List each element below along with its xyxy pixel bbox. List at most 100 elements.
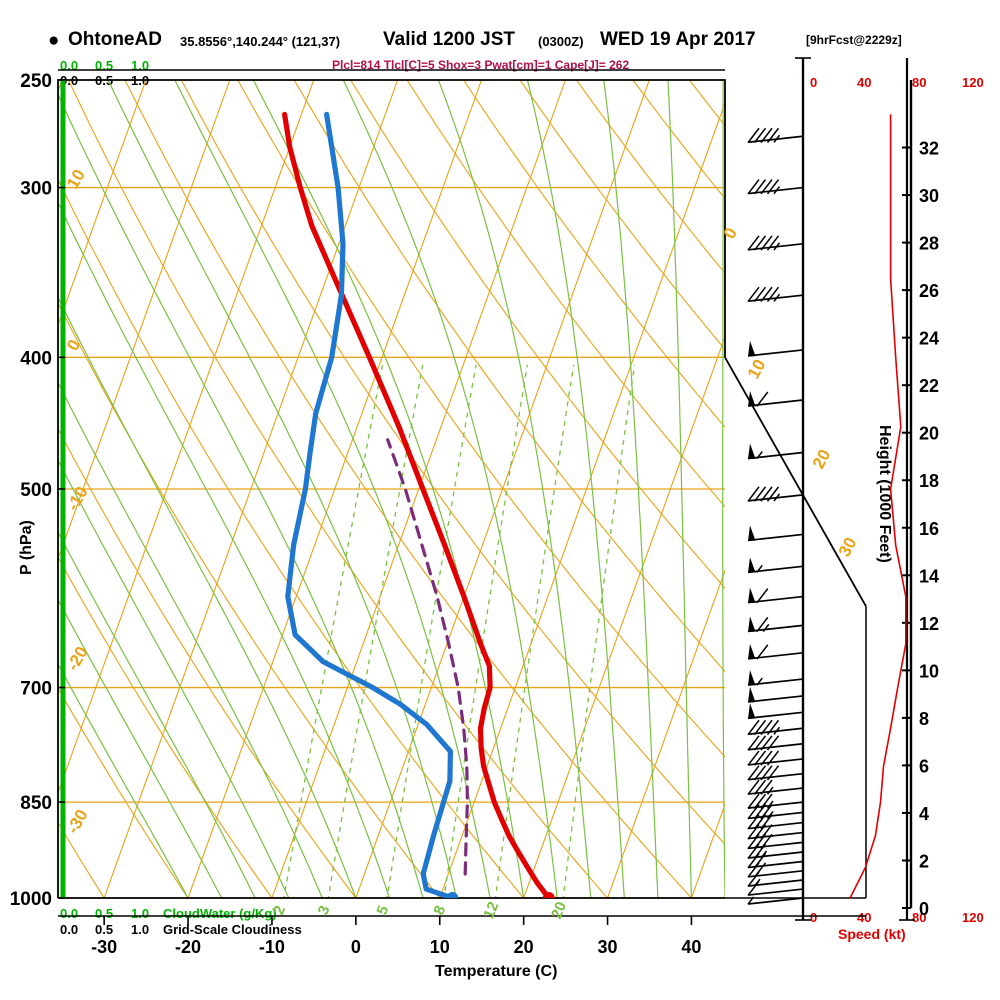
dry-adiabat-lines bbox=[58, 80, 725, 898]
valid-date: WED 19 Apr 2017 bbox=[600, 29, 756, 50]
mixing-ratio-lines bbox=[283, 364, 636, 898]
height-tick-label: 2 bbox=[919, 851, 929, 871]
valid-time-z: (0300Z) bbox=[538, 34, 584, 49]
height-tick-label: 4 bbox=[919, 804, 929, 824]
height-tick-label: 28 bbox=[919, 234, 939, 254]
cloudwater-axis-label: CloudWater (g/Kg) bbox=[163, 906, 277, 921]
wind-barb bbox=[747, 765, 804, 781]
wind-barb bbox=[747, 179, 804, 195]
wind-barb bbox=[747, 587, 804, 604]
height-tick-label: 16 bbox=[919, 519, 939, 539]
isotherm-label-right: 20 bbox=[809, 446, 835, 472]
wind-barb bbox=[747, 793, 804, 809]
temperature-axis-label: Temperature (C) bbox=[435, 963, 558, 980]
isotherm-lines bbox=[58, 80, 725, 898]
wind-barb bbox=[747, 286, 804, 303]
wind-barb bbox=[747, 670, 804, 686]
surface-dewpoint-dot bbox=[446, 892, 459, 898]
temperature-tick-label: 10 bbox=[430, 937, 450, 957]
temperature-tick-label: 30 bbox=[598, 937, 618, 957]
speed-top-tick-2: 80 bbox=[912, 75, 927, 90]
valid-time: Valid 1200 JST bbox=[383, 29, 516, 50]
speed-bottom-tick-1: 40 bbox=[857, 910, 872, 925]
isotherm-label-right: 10 bbox=[744, 356, 770, 382]
speed-bottom-tick-2: 80 bbox=[912, 910, 927, 925]
cloudiness-bottom-tick-1: 0.5 bbox=[95, 922, 114, 937]
height-tick-label: 26 bbox=[919, 281, 939, 301]
temperature-tick-label: 20 bbox=[514, 937, 534, 957]
height-tick-label: 10 bbox=[919, 661, 939, 681]
pressure-tick-label: 300 bbox=[20, 179, 52, 200]
wind-barb bbox=[747, 525, 804, 542]
station-coords: 35.8556°,140.244° (121,37) bbox=[180, 34, 341, 49]
speed-bottom-tick-0: 0 bbox=[810, 910, 818, 925]
mixing-ratio-label: 20 bbox=[548, 899, 570, 921]
wind-barb bbox=[747, 391, 804, 407]
isotherm-label-left: -10 bbox=[63, 483, 92, 514]
wind-barb bbox=[747, 719, 804, 736]
height-tick-label: 14 bbox=[919, 566, 939, 586]
station-bullet: ● bbox=[48, 30, 60, 51]
wind-barb bbox=[747, 616, 804, 633]
cloudwater-bottom-tick-0: 0.0 bbox=[60, 906, 79, 921]
station-name: OhtoneAD bbox=[68, 29, 162, 50]
speed-bottom-tick-3: 120 bbox=[962, 910, 984, 925]
wind-barb bbox=[747, 896, 804, 905]
speed-top-tick-3: 120 bbox=[962, 75, 984, 90]
height-speed-curve bbox=[849, 114, 907, 899]
surface-temperature-dot bbox=[542, 892, 555, 898]
temperature-tick-label: 0 bbox=[351, 937, 361, 957]
cloudwater-bottom-tick-2: 1.0 bbox=[131, 906, 150, 921]
pressure-tick-label: 250 bbox=[20, 71, 52, 92]
wind-barb bbox=[747, 486, 804, 502]
height-tick-label: 6 bbox=[919, 756, 929, 776]
pressure-tick-label: 500 bbox=[20, 480, 52, 501]
height-tick-label: 0 bbox=[919, 899, 929, 919]
wind-barb bbox=[747, 686, 804, 703]
isotherm-label-left: 0 bbox=[63, 336, 84, 354]
temperature-tick-label: -30 bbox=[91, 937, 117, 957]
height-tick-label: 24 bbox=[919, 329, 939, 349]
pressure-tick-label: 1000 bbox=[10, 889, 52, 910]
height-tick-label: 18 bbox=[919, 471, 939, 491]
isotherm-label-left: -30 bbox=[63, 806, 92, 837]
height-tick-label: 8 bbox=[919, 709, 929, 729]
wind-barb-panel bbox=[747, 57, 915, 921]
wind-barb bbox=[747, 340, 804, 357]
saturated-adiabat-lines bbox=[58, 80, 725, 898]
pressure-tick-label: 400 bbox=[20, 348, 52, 369]
speed-top-tick-1: 40 bbox=[857, 75, 872, 90]
wind-barb bbox=[747, 235, 804, 251]
isotherm-label-right: 30 bbox=[835, 534, 861, 560]
height-tick-label: 30 bbox=[919, 186, 939, 206]
temperature-tick-label: 40 bbox=[681, 937, 701, 957]
cloudiness-bottom-tick-2: 1.0 bbox=[131, 922, 150, 937]
wind-barb bbox=[747, 750, 804, 766]
sounding-curve-parcel bbox=[386, 438, 469, 876]
plot-frame bbox=[57, 69, 867, 925]
sounding-curves bbox=[282, 111, 555, 898]
mixing-ratio-label: 12 bbox=[480, 899, 502, 921]
isotherm-label-left: -20 bbox=[63, 643, 92, 674]
speed-axis-label: Speed (kt) bbox=[838, 926, 906, 942]
forecast-tag: [9hrFcst@2229z] bbox=[806, 33, 902, 47]
height-tick-label: 22 bbox=[919, 376, 939, 396]
temperature-tick-label: -10 bbox=[259, 937, 285, 957]
pressure-tick-label: 700 bbox=[20, 679, 52, 700]
wind-barb bbox=[747, 557, 804, 574]
wind-barb bbox=[747, 127, 804, 144]
height-tick-label: 32 bbox=[919, 139, 939, 159]
height-tick-label: 20 bbox=[919, 424, 939, 444]
wind-barb bbox=[747, 735, 804, 751]
pressure-tick-label: 850 bbox=[20, 793, 52, 814]
sounding-parameters: Plcl=814 Tlcl[C]=5 Shox=3 Pwat[cm]=1 Cap… bbox=[332, 58, 630, 72]
wind-barb bbox=[747, 779, 804, 795]
wind-barb bbox=[747, 443, 804, 460]
sounding-curve-temperature bbox=[282, 111, 552, 898]
sounding-curve-dewpoint bbox=[285, 111, 455, 898]
temperature-tick-label: -20 bbox=[175, 937, 201, 957]
cloudiness-bottom-tick-0: 0.0 bbox=[60, 922, 79, 937]
